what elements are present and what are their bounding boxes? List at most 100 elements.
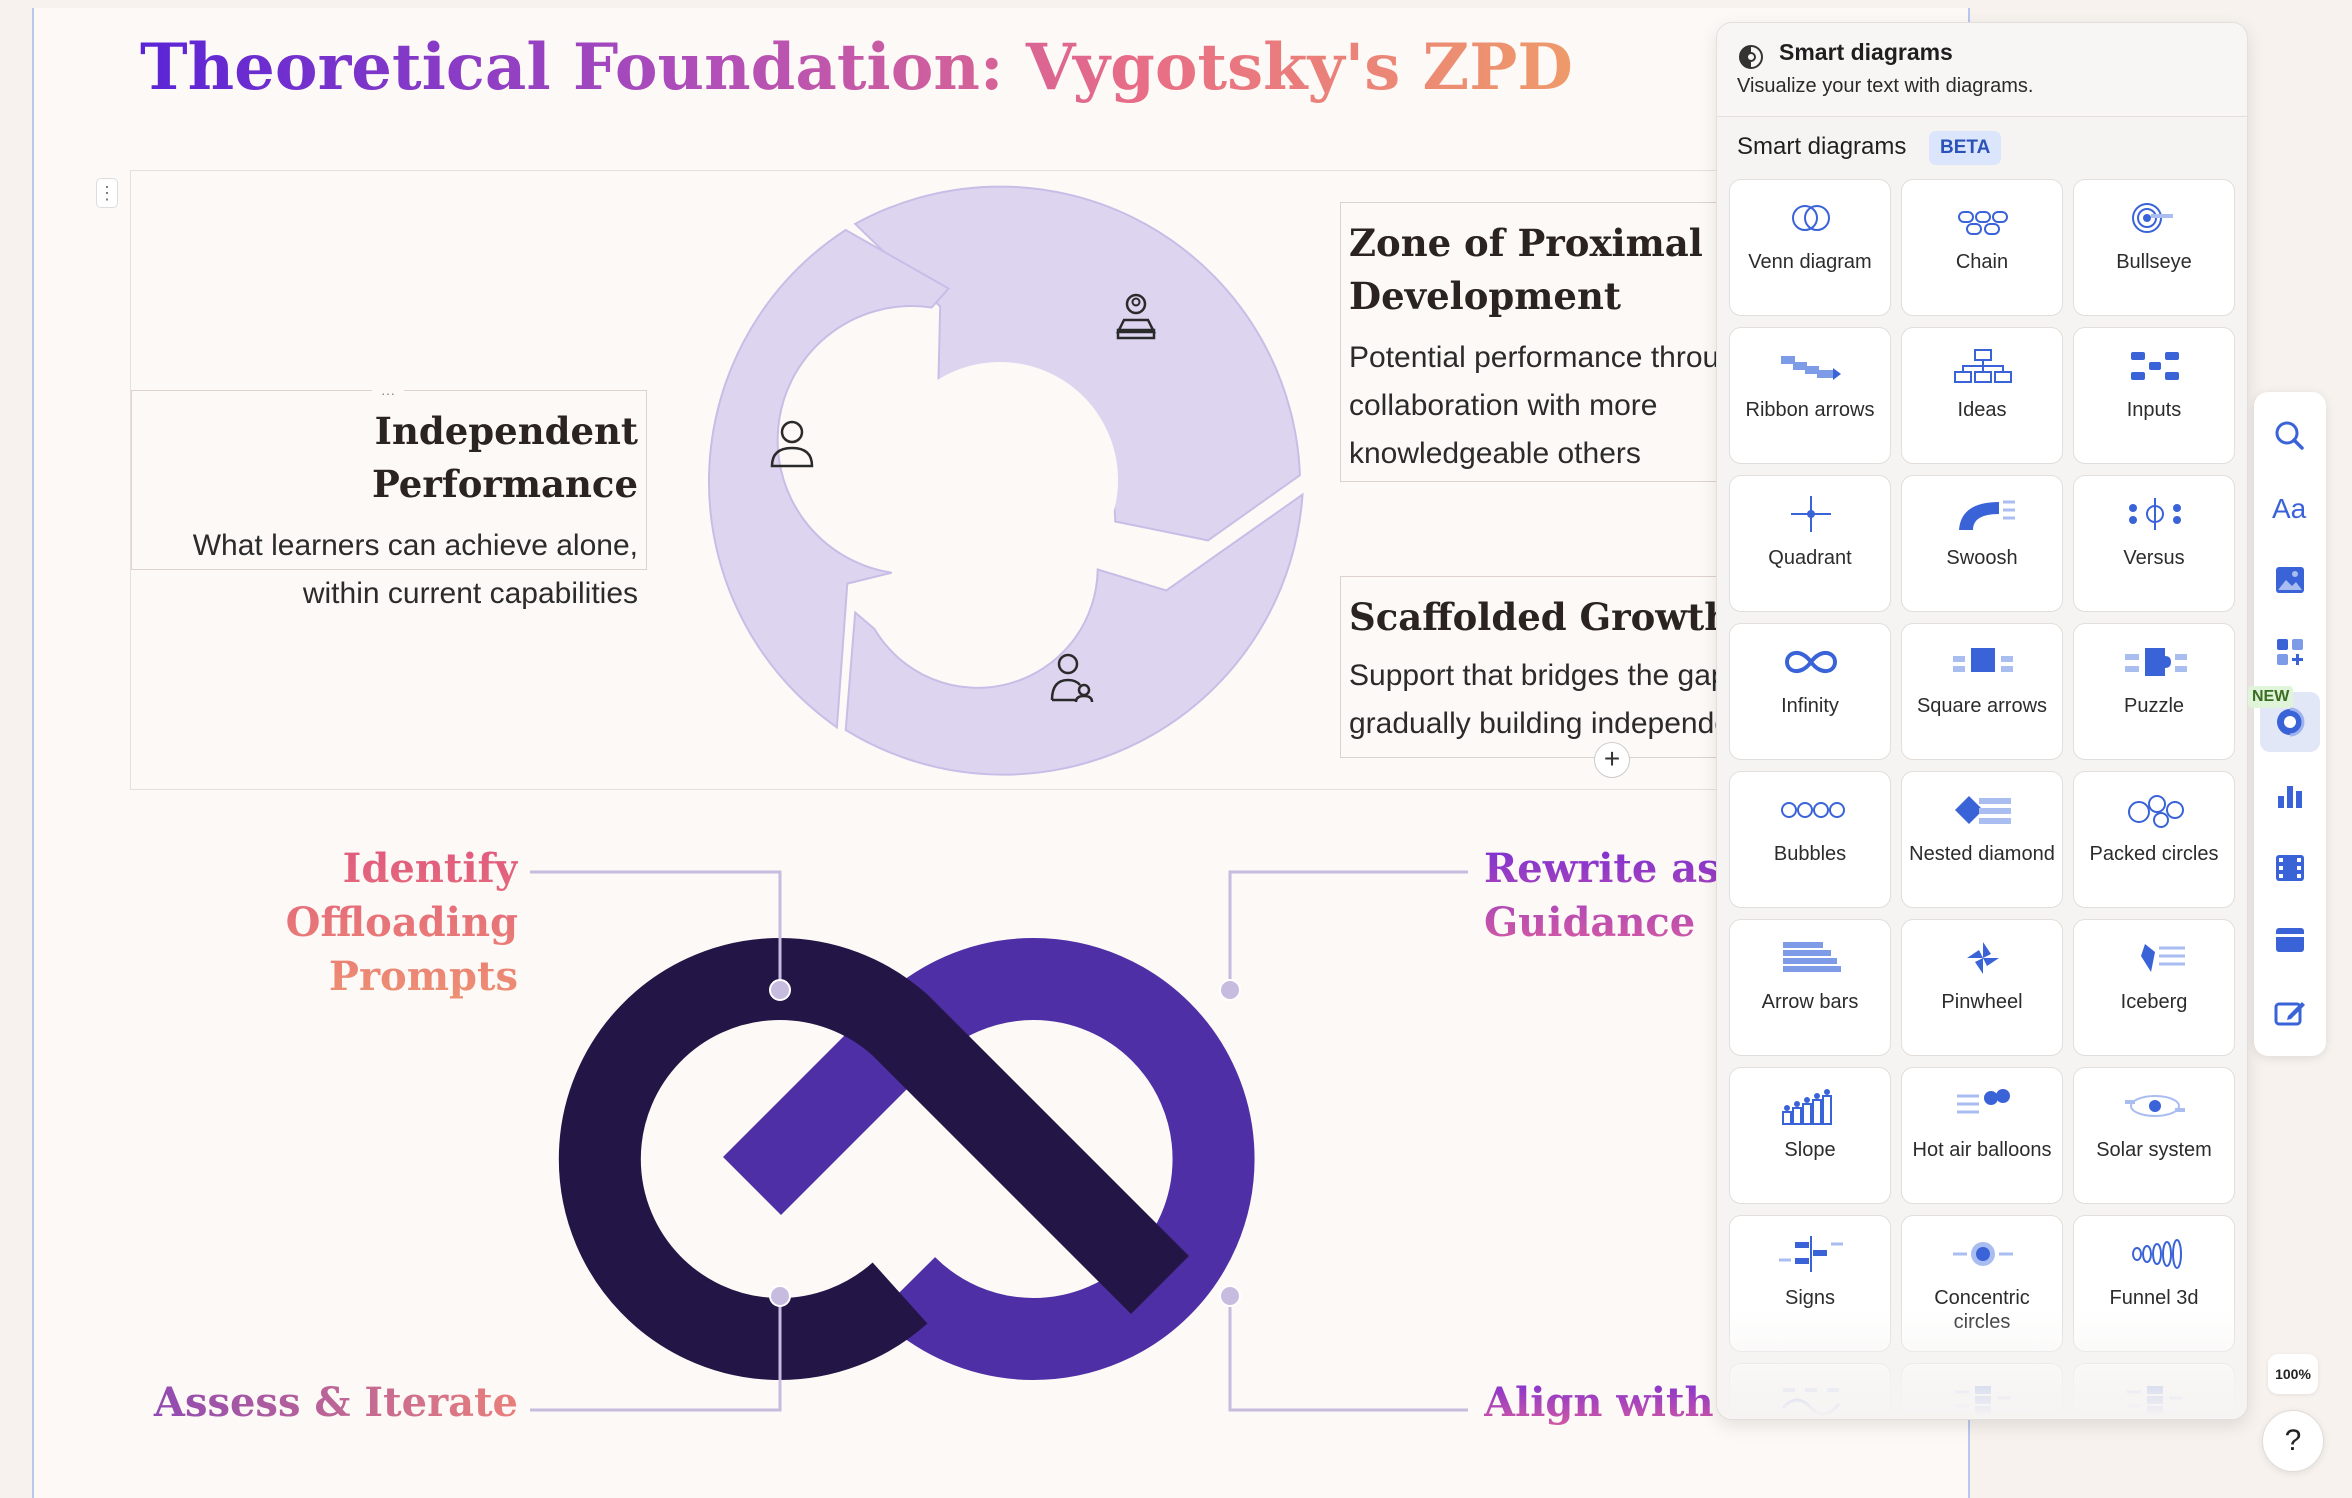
diagram-tile-label: Puzzle [2123, 695, 2185, 717]
diagram-tile-label: Chain [1955, 251, 2009, 273]
diagram-tile-label: Ideas [1957, 399, 2007, 421]
venn-icon [1792, 205, 1830, 231]
diagram-tile-nested-diamond[interactable]: Nested diamond [1901, 771, 2063, 908]
diagram-tile-label: Inputs [2126, 399, 2182, 421]
assess-iterate-label[interactable]: Assess & Iterate [0, 1376, 518, 1430]
search-icon[interactable] [2268, 414, 2312, 458]
pinwheel-icon [1967, 942, 1999, 974]
diagram-tile-packed-circles[interactable]: Packed circles [2073, 771, 2235, 908]
diagram-tile-isometric[interactable]: Isometric [2073, 1363, 2235, 1419]
chart-icon[interactable] [2268, 774, 2312, 818]
diagram-tile-concentric-circles[interactable]: Concentric circles [1901, 1215, 2063, 1352]
beta-badge: BETA [1929, 131, 2002, 165]
quadrant-icon [1791, 496, 1831, 532]
scaffolded-growth-card[interactable]: Scaffolded Growth Support that bridges t… [1340, 576, 1720, 758]
svg-text:Aa: Aa [2272, 493, 2307, 524]
diagram-tile-isometric[interactable]: Isometric [1901, 1363, 2063, 1419]
inputs-icon [2131, 352, 2179, 380]
edit-icon[interactable] [2268, 990, 2312, 1034]
packed-circles-icon [2128, 795, 2184, 828]
isometric-icon [1955, 1386, 2011, 1414]
diagram-tile-label: Pinwheel [1941, 991, 2023, 1013]
arrow-bars-icon [1783, 942, 1841, 972]
diagram-tile-infinity[interactable]: Infinity [1729, 623, 1891, 760]
smart-diagrams-panel: Smart diagrams Visualize your text with … [1716, 22, 2248, 1420]
diagram-tile-hot-air-balloons[interactable]: Hot air balloons [1901, 1067, 2063, 1204]
add-item-button[interactable]: + [1594, 742, 1630, 778]
rewrite-guidance-label[interactable]: Rewrite as Guidance [1484, 842, 1720, 950]
image-icon[interactable] [2268, 558, 2312, 602]
help-button[interactable]: ? [2262, 1410, 2324, 1472]
concentric-circles-icon [1953, 1242, 2013, 1266]
funnel-3d-icon [2132, 1239, 2182, 1269]
diagram-tile-solar-system[interactable]: Solar system [2073, 1067, 2235, 1204]
diagram-tile-versus[interactable]: Versus [2073, 475, 2235, 612]
diagram-tile-ribbon-arrows[interactable]: Ribbon arrows [1729, 327, 1891, 464]
diagram-tile-label: Nested diamond [1909, 843, 2055, 865]
diagram-tile-bubbles[interactable]: Bubbles [1729, 771, 1891, 908]
diagram-tile-signs[interactable]: Signs [1729, 1215, 1891, 1352]
hot-air-balloons-icon [1957, 1089, 2010, 1114]
diagram-tile-iceberg[interactable]: Iceberg [2073, 919, 2235, 1056]
diagram-tile-road[interactable]: Road [1729, 1363, 1891, 1419]
diagram-tile-slope[interactable]: Slope [1729, 1067, 1891, 1204]
bullseye-icon [2132, 203, 2173, 233]
right-toolbar: Aa [2254, 392, 2326, 1056]
diagram-tile-label: Infinity [1781, 695, 1839, 717]
page-title[interactable]: Theoretical Foundation: Vygotsky's ZPD [140, 30, 1573, 105]
diagram-tile-pinwheel[interactable]: Pinwheel [1901, 919, 2063, 1056]
diagram-tile-square-arrows[interactable]: Square arrows [1901, 623, 2063, 760]
infinity-diagram[interactable] [530, 860, 1530, 1420]
block-menu-handle[interactable]: ⋮ [96, 178, 118, 208]
zpd-cycle-diagram[interactable] [690, 170, 1330, 790]
zone-proximal-card[interactable]: Zone of Proximal Development Potential pe… [1340, 202, 1720, 482]
diagram-tile-label: Concentric circles [1934, 1287, 2030, 1333]
infinity-icon [1784, 651, 1838, 673]
identify-offloading-label[interactable]: Identify Offloading Prompts [0, 842, 518, 1004]
zoom-level[interactable]: 100% [2268, 1354, 2318, 1394]
scaffold-heading: Scaffolded Growth [1349, 595, 1720, 639]
diagram-tile-bullseye[interactable]: Bullseye [2073, 179, 2235, 316]
diagram-tile-swoosh[interactable]: Swoosh [1901, 475, 2063, 612]
diagram-tile-label: Versus [2123, 547, 2185, 569]
iceberg-icon [2141, 944, 2185, 972]
diagram-tile-funnel-3d[interactable]: Funnel 3d [2073, 1215, 2235, 1352]
add-block-icon[interactable] [2268, 630, 2312, 674]
diagram-tile-ideas[interactable]: Ideas [1901, 327, 2063, 464]
diagram-tile-puzzle[interactable]: Puzzle [2073, 623, 2235, 760]
signs-icon [1779, 1236, 1843, 1272]
zone-body: Potential performance through collaborati… [1349, 341, 1720, 471]
diagram-tile-label: Solar system [2096, 1139, 2212, 1161]
diagram-tile-venn-diagram[interactable]: Venn diagram [1729, 179, 1891, 316]
learner-icon [1050, 653, 1094, 703]
chain-icon [1958, 211, 2008, 235]
slope-icon [1782, 1089, 1832, 1125]
section-title: Smart diagrams [1737, 133, 1907, 160]
align-zpd-label[interactable]: Align with ZPD [1484, 1376, 1724, 1430]
layout-icon[interactable] [2268, 918, 2312, 962]
smart-diagram-icon [1739, 45, 1763, 69]
zone-heading: Zone of Proximal Development [1349, 221, 1703, 318]
card-drag-handle[interactable]: ··· [372, 386, 404, 402]
diagram-tile-chain[interactable]: Chain [1901, 179, 2063, 316]
person-icon [770, 420, 814, 468]
independent-performance-card[interactable]: Independent Performance What learners ca… [131, 390, 647, 610]
film-icon[interactable] [2268, 846, 2312, 890]
panel-subtitle: Visualize your text with diagrams. [1737, 75, 2034, 97]
diagram-tile-quadrant[interactable]: Quadrant [1729, 475, 1891, 612]
teacher-icon [1115, 293, 1157, 340]
diagram-tile-label: Bullseye [2116, 251, 2192, 273]
road-icon [1781, 1388, 1841, 1416]
diagram-tile-arrow-bars[interactable]: Arrow bars [1729, 919, 1891, 1056]
diagram-tile-label: Signs [1784, 1287, 1836, 1309]
solar-system-icon [2125, 1095, 2185, 1117]
diagram-tile-label: Slope [1784, 1139, 1836, 1161]
diagram-tile-inputs[interactable]: Inputs [2073, 327, 2235, 464]
scaffold-body: Support that bridges the gap, gradually b… [1349, 658, 1720, 740]
diagram-tile-label: Square arrows [1916, 695, 2048, 717]
text-style-icon[interactable]: Aa [2268, 486, 2312, 530]
diagram-tile-label: Funnel 3d [2109, 1287, 2199, 1309]
puzzle-icon [2125, 648, 2187, 676]
independent-body: What learners can achieve alone, within c… [192, 529, 638, 611]
diagram-tile-label: Hot air balloons [1912, 1139, 2052, 1161]
